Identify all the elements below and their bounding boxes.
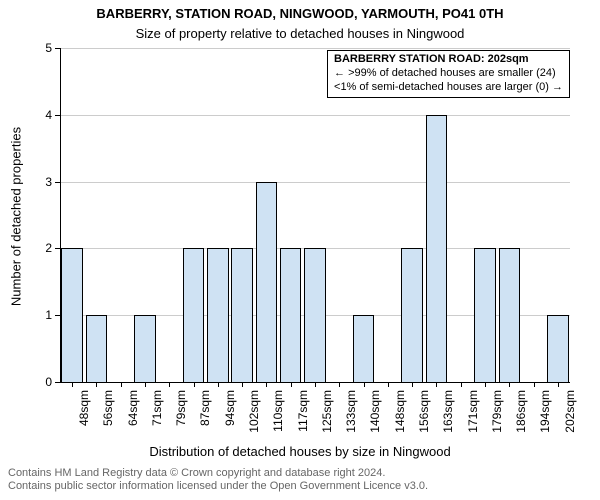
- gridline: [60, 48, 570, 49]
- bar: [499, 248, 520, 382]
- bar: [231, 248, 252, 382]
- bar: [547, 315, 568, 382]
- bar: [401, 248, 422, 382]
- chart-root: { "title_line1": "BARBERRY, STATION ROAD…: [0, 0, 600, 500]
- chart-title: BARBERRY, STATION ROAD, NINGWOOD, YARMOU…: [0, 6, 600, 21]
- bar: [86, 315, 107, 382]
- x-tick-label: 140sqm: [368, 390, 382, 440]
- x-tick-label: 56sqm: [101, 390, 115, 440]
- x-tick-label: 156sqm: [417, 390, 431, 440]
- bar: [426, 115, 447, 382]
- x-tick-label: 125sqm: [320, 390, 334, 440]
- y-tick-label: 3: [28, 175, 52, 189]
- axis-line: [60, 382, 570, 383]
- bar: [183, 248, 204, 382]
- gridline: [60, 115, 570, 116]
- y-tick-label: 1: [28, 308, 52, 322]
- y-axis-label: Number of detached properties: [9, 49, 24, 383]
- bar: [207, 248, 228, 382]
- x-tick-label: 133sqm: [344, 390, 358, 440]
- bar: [280, 248, 301, 382]
- gridline: [60, 182, 570, 183]
- x-tick-label: 163sqm: [441, 390, 455, 440]
- x-tick-label: 117sqm: [296, 390, 310, 440]
- chart-subtitle: Size of property relative to detached ho…: [0, 26, 600, 41]
- x-tick-label: 102sqm: [247, 390, 261, 440]
- plot-area: 01234548sqm56sqm64sqm71sqm79sqm87sqm94sq…: [60, 48, 570, 382]
- x-tick-label: 64sqm: [126, 390, 140, 440]
- y-tick-label: 5: [28, 41, 52, 55]
- x-tick-label: 94sqm: [223, 390, 237, 440]
- footer-text: Contains HM Land Registry data © Crown c…: [8, 467, 428, 495]
- x-tick-label: 171sqm: [466, 390, 480, 440]
- bar: [61, 248, 82, 382]
- x-axis-label: Distribution of detached houses by size …: [0, 444, 600, 459]
- axis-line: [60, 48, 61, 382]
- x-tick-label: 194sqm: [538, 390, 552, 440]
- x-tick-label: 79sqm: [174, 390, 188, 440]
- x-tick-label: 110sqm: [271, 390, 285, 440]
- bar: [304, 248, 325, 382]
- bar: [353, 315, 374, 382]
- y-tick-label: 0: [28, 375, 52, 389]
- x-tick-label: 71sqm: [150, 390, 164, 440]
- bar: [474, 248, 495, 382]
- x-tick-label: 148sqm: [393, 390, 407, 440]
- x-tick-label: 202sqm: [563, 390, 577, 440]
- x-tick-label: 179sqm: [490, 390, 504, 440]
- x-tick-label: 48sqm: [77, 390, 91, 440]
- footer-line2: Contains public sector information licen…: [8, 480, 428, 494]
- x-tick-label: 87sqm: [198, 390, 212, 440]
- y-tick-label: 4: [28, 108, 52, 122]
- bar: [134, 315, 155, 382]
- bar: [256, 182, 277, 382]
- x-tick-label: 186sqm: [514, 390, 528, 440]
- footer-line1: Contains HM Land Registry data © Crown c…: [8, 467, 428, 481]
- y-tick-label: 2: [28, 241, 52, 255]
